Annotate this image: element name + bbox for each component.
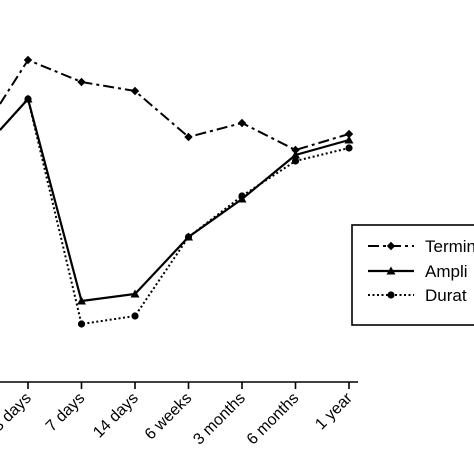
series-durat: [0, 95, 353, 328]
x-tick-label: 6 weeks: [142, 390, 196, 444]
data-point: [23, 55, 33, 65]
legend-label: Ampli: [425, 262, 468, 281]
data-point: [291, 145, 300, 155]
x-tick-label: 3 months: [190, 390, 249, 449]
legend-item: Termin: [368, 237, 474, 256]
series-layer: [0, 55, 354, 328]
legend-label: Durat: [425, 286, 467, 305]
x-tick-label: 6 months: [244, 390, 303, 449]
series-termin: [0, 55, 354, 155]
legend-label: Termin: [425, 237, 474, 256]
legend-item: Durat: [368, 286, 467, 305]
x-tick-label: 1 year: [312, 389, 356, 433]
data-point: [77, 320, 86, 328]
data-point: [237, 118, 247, 128]
data-point: [131, 312, 139, 320]
data-point: [184, 233, 193, 241]
data-point: [345, 144, 353, 152]
data-point: [24, 95, 32, 103]
legend-box: [351, 224, 474, 326]
data-point: [184, 132, 193, 142]
legend-items: Termin Ampli Durat: [368, 237, 474, 305]
x-tick-label: 3 days: [0, 390, 35, 435]
legend-marker: [387, 291, 395, 299]
data-point: [130, 86, 140, 96]
series-ampli: [0, 94, 354, 305]
data-point: [344, 135, 354, 144]
data-point: [238, 192, 246, 200]
data-point: [344, 129, 354, 139]
x-axis-ticks: [27, 382, 350, 389]
data-point: [130, 289, 140, 298]
x-tick-label: 7 days: [43, 390, 88, 435]
legend: Termin Ampli Durat: [351, 224, 474, 326]
legend-item: Ampli: [368, 262, 468, 281]
data-point: [291, 150, 300, 159]
legend-marker: [386, 241, 396, 251]
data-point: [77, 296, 86, 305]
legend-marker: [386, 266, 396, 275]
series-line: [0, 58, 350, 152]
series-line: [0, 96, 350, 326]
data-point: [77, 77, 86, 87]
x-tick-label: 14 days: [90, 390, 142, 442]
data-point: [291, 157, 300, 165]
